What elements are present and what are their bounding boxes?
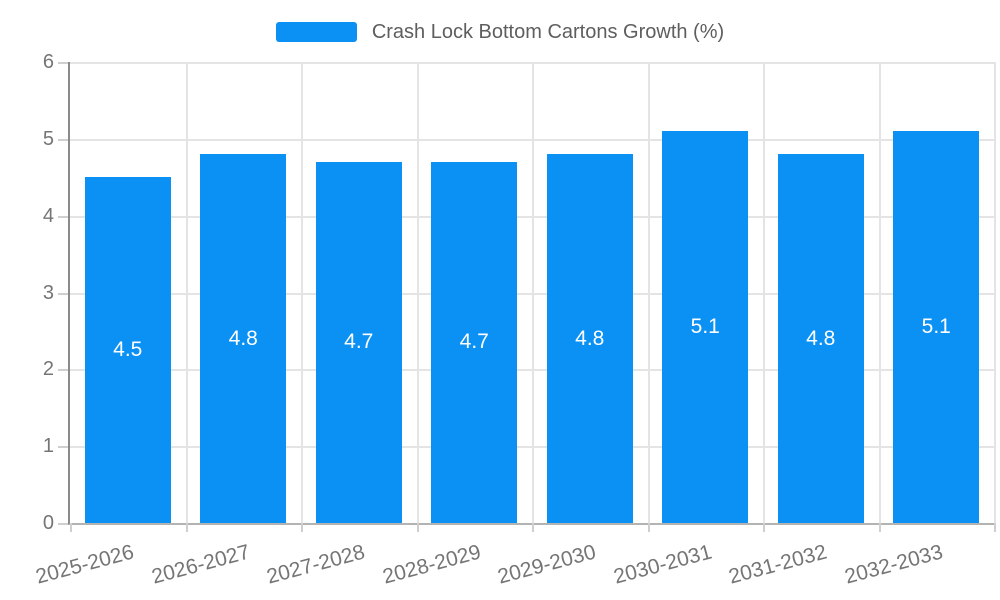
bar-2026-2027[interactable]: 4.8 [200,154,287,523]
x-tick-label: 2032-2033 [842,540,946,589]
gridline-vertical [647,62,650,523]
x-axis-tick [532,523,534,532]
x-axis-tick [647,523,650,532]
gridline-vertical [994,62,996,523]
bar-value-label: 4.7 [459,330,489,354]
y-tick-label: 5 [42,127,54,150]
legend-swatch-icon [275,22,357,42]
bar-2031-2032[interactable]: 4.8 [777,154,864,523]
bar-value-label: 5.1 [921,315,951,339]
legend-label: Crash Lock Bottom Cartons Growth (%) [371,21,725,43]
bar-value-label: 5.1 [690,315,720,339]
y-tick-label: 3 [42,281,54,304]
y-tick-label: 4 [42,204,54,227]
bar-value-label: 4.8 [806,326,836,350]
gridline-vertical [185,62,188,523]
gridline-vertical [301,62,303,523]
bar-2029-2030[interactable]: 4.8 [546,154,633,523]
x-axis-tick [185,523,188,532]
x-axis-tick [763,523,765,532]
x-axis-tick [70,523,72,532]
bar-value-label: 4.5 [113,338,143,362]
y-tick-label: 2 [42,358,54,381]
gridline-vertical [532,62,534,523]
y-tick-label: 6 [42,51,54,73]
y-axis-tick [58,138,68,141]
y-axis-tick [58,292,68,295]
bar-value-label: 4.7 [344,330,374,354]
x-tick-label: 2030-2031 [611,540,715,589]
bar-2025-2026[interactable]: 4.5 [84,177,171,523]
gridline-vertical [416,62,419,523]
bar-2027-2028[interactable]: 4.7 [315,161,402,523]
x-axis-tick [416,523,419,532]
x-tick-label: 2026-2027 [149,540,253,589]
x-axis-tick [301,523,303,532]
plot-area: 0 1 2 3 4 5 6 4.5 2025-2026 4.8 2026-2027 4.7 2027-2… [34,52,996,589]
x-tick-label: 2027-2028 [264,540,368,589]
x-tick-label: 2031-2032 [726,540,830,589]
x-axis-tick [994,523,996,532]
bar-2032-2033[interactable]: 5.1 [893,131,980,523]
x-axis-tick [878,523,881,532]
legend: Crash Lock Bottom Cartons Growth (%) [0,20,1000,44]
y-tick-label: 0 [42,512,54,534]
bar-value-label: 4.8 [228,326,258,350]
y-axis-tick [58,523,68,525]
y-tick-label: 1 [42,435,54,458]
gridline-vertical [763,62,765,523]
y-axis-tick [58,62,68,64]
x-tick-label: 2029-2030 [495,540,599,589]
bar-2028-2029[interactable]: 4.7 [431,161,518,523]
bar-2030-2031[interactable]: 5.1 [662,131,749,523]
x-tick-label: 2028-2029 [380,540,484,589]
y-axis-tick [58,369,68,372]
legend-item[interactable]: Crash Lock Bottom Cartons Growth (%) [275,20,725,44]
x-tick-label: 2025-2026 [33,540,137,589]
y-axis-tick [58,446,68,449]
bar-value-label: 4.8 [575,326,605,350]
gridline-vertical [878,62,881,523]
y-axis-tick [58,215,68,218]
